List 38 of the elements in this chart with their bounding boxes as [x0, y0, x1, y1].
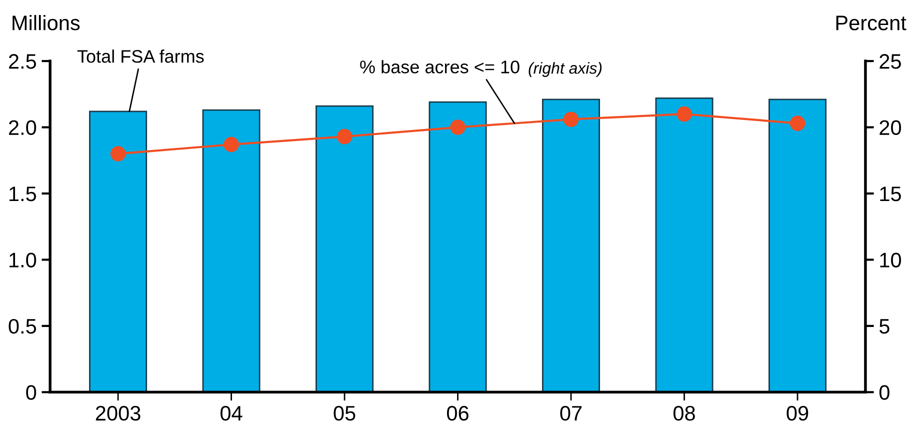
point — [790, 116, 806, 131]
bar — [428, 101, 487, 392]
bar — [202, 109, 260, 392]
point — [676, 106, 692, 122]
y-tick-label: 2.5 — [9, 54, 36, 69]
y2-tick-label: 10 — [880, 252, 902, 268]
text: % base acres <= 10 — [360, 60, 520, 74]
x-tick-label: 06 — [447, 406, 468, 421]
x-tick-label: 2003 — [96, 406, 140, 421]
y2-tick-label: 5 — [879, 319, 890, 334]
y-tick-label: 1.0 — [10, 252, 36, 268]
y2-tick-label: 25 — [880, 54, 901, 69]
bar — [316, 105, 374, 392]
x-tick-label: 08 — [673, 406, 695, 421]
annotation: (right axis) — [528, 62, 602, 77]
text: Total FSA farms — [77, 50, 204, 63]
y-tick-label: 1.5 — [10, 186, 36, 202]
point — [336, 128, 352, 144]
x-tick-label: 07 — [560, 406, 582, 421]
y-tick-label: 2.0 — [9, 120, 36, 136]
y2-tick-label: 15 — [880, 186, 901, 202]
point — [110, 146, 126, 162]
bar — [655, 97, 714, 392]
bar — [768, 98, 827, 392]
point — [450, 120, 466, 135]
y2-tick-label: 20 — [880, 120, 902, 136]
y2-axis-title: Percent — [836, 16, 906, 30]
point — [224, 136, 239, 152]
y-axis-title: Millions — [12, 15, 80, 30]
x-tick-label: 09 — [786, 406, 808, 421]
point — [563, 112, 579, 127]
y-tick-label: 0.5 — [8, 318, 36, 334]
y-tick-label: 0 — [26, 385, 36, 400]
bar — [542, 98, 600, 392]
x-tick-label: 04 — [220, 406, 242, 421]
y2-tick-label: 0 — [879, 385, 890, 400]
x-tick-label: 05 — [334, 406, 356, 421]
bar — [89, 110, 148, 392]
